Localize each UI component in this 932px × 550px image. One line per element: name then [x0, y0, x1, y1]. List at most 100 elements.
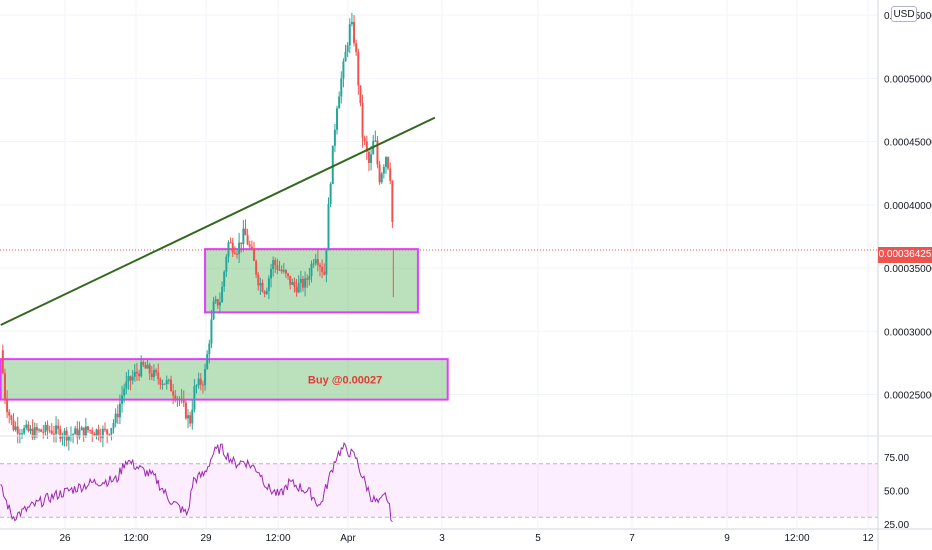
candle-body — [299, 278, 302, 283]
candle-body — [276, 264, 279, 270]
candle-body — [12, 419, 15, 430]
candle — [363, 135, 366, 145]
candle — [340, 71, 343, 104]
candle — [248, 240, 251, 250]
candle — [129, 375, 132, 391]
candle-body — [293, 281, 296, 287]
candle — [389, 162, 392, 185]
candle-body — [212, 301, 215, 320]
candle — [155, 368, 158, 376]
candle-body — [172, 391, 175, 396]
candle — [333, 124, 336, 152]
candle-body — [336, 108, 339, 130]
support-zones — [0, 248, 449, 401]
candle — [274, 257, 277, 273]
candle — [253, 241, 256, 261]
candle — [218, 292, 221, 314]
candle-body — [101, 428, 104, 438]
candle — [384, 156, 387, 174]
candle — [50, 423, 53, 435]
candle-body — [78, 430, 81, 438]
candle-body — [155, 370, 158, 373]
currency-label[interactable]: USD — [891, 6, 917, 22]
price-tick-label: 0.00040000 — [884, 201, 932, 212]
price-tick-label: 0.00025000 — [884, 391, 932, 402]
candle — [331, 145, 334, 185]
candle-body — [221, 286, 224, 303]
candle — [244, 219, 247, 236]
candle — [116, 404, 119, 424]
candle — [304, 271, 307, 297]
candle — [161, 379, 164, 390]
candle — [295, 278, 298, 297]
candle — [301, 275, 304, 292]
candle-body — [233, 252, 236, 254]
candle — [23, 425, 26, 435]
candle-body — [214, 299, 217, 302]
candle — [291, 278, 294, 286]
candle-body — [391, 180, 394, 222]
candle-body — [370, 154, 373, 163]
candle-body — [374, 140, 377, 142]
candle-body — [355, 43, 358, 52]
candle — [372, 134, 375, 155]
candle-body — [193, 386, 196, 410]
candle-body — [112, 422, 115, 429]
candle-body — [301, 278, 304, 288]
candle — [72, 433, 75, 444]
candle — [176, 396, 179, 407]
candle — [316, 249, 319, 272]
candles — [0, 12, 878, 451]
candle — [52, 425, 55, 443]
candle-body — [82, 427, 85, 437]
candle-body — [229, 242, 232, 244]
trendline[interactable] — [0, 116, 436, 326]
candle-body — [365, 141, 368, 152]
candle — [33, 422, 36, 441]
candle-body — [348, 24, 351, 46]
candle — [118, 394, 121, 425]
candle — [27, 421, 30, 433]
candle-body — [284, 270, 287, 274]
time-tick-label: 3 — [439, 533, 445, 544]
candle-body — [318, 265, 321, 267]
trendline-segment[interactable] — [0, 116, 436, 326]
candle-body — [18, 433, 21, 435]
candle — [276, 258, 279, 275]
candle — [57, 419, 60, 435]
candle-body — [265, 290, 268, 294]
candle — [227, 240, 230, 263]
candle-body — [191, 409, 194, 424]
candle — [146, 359, 149, 369]
candle — [201, 380, 204, 394]
candle-body — [142, 362, 145, 366]
candle — [91, 427, 94, 442]
candle — [78, 421, 81, 440]
candle — [391, 180, 394, 229]
candle-body — [38, 429, 41, 431]
candle-body — [235, 253, 238, 255]
candle-body — [312, 263, 315, 265]
candle — [10, 414, 13, 425]
candle — [184, 400, 187, 420]
candle-body — [123, 388, 126, 396]
candle — [150, 365, 153, 381]
grid-lines — [0, 0, 878, 528]
candle-body — [367, 151, 370, 163]
candle-body — [33, 427, 36, 438]
candle — [178, 396, 181, 406]
candle — [121, 385, 124, 413]
candle-body — [10, 415, 13, 420]
candle-body — [167, 379, 170, 381]
candle — [293, 277, 296, 293]
candle — [189, 411, 192, 427]
candle — [44, 421, 47, 437]
candle-body — [67, 435, 70, 441]
candle — [144, 361, 147, 369]
candle-body — [387, 157, 390, 169]
candle — [312, 258, 315, 268]
candle — [131, 370, 134, 385]
candle — [135, 362, 138, 381]
candle-body — [125, 381, 128, 389]
